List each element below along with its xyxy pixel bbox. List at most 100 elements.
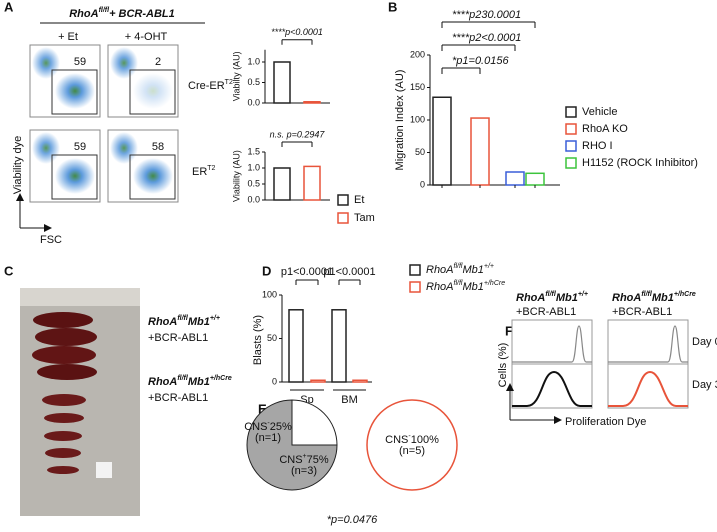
genotype-part: RhoA <box>612 292 641 304</box>
legend-swatch <box>565 123 577 135</box>
slice-label-part: CNS <box>279 454 302 466</box>
y-tick-label: 1.0 <box>247 162 260 172</box>
condition-label: + Et <box>58 31 78 43</box>
y-tick-label: 0.5 <box>247 178 260 188</box>
genotype-part: Mb1 <box>556 292 578 304</box>
slice-label-part: 75% <box>307 454 329 466</box>
flow-cloud <box>133 73 173 109</box>
genotype-rest: +BCR-ABL1 <box>148 392 208 404</box>
axis-label: Blasts (%) <box>252 315 264 365</box>
slice-label: CNS-25% <box>244 420 292 433</box>
gate <box>51 69 98 115</box>
genotype: RhoAfl/flMb1+/hCre <box>612 291 696 304</box>
flow-cloud <box>55 73 95 109</box>
spleen-photo <box>20 288 140 516</box>
panel-label: B <box>388 0 397 14</box>
genotype-part: Mb1 <box>652 292 674 304</box>
legend-label: H1152 (ROCK Inhibitor) <box>582 157 698 169</box>
row-label-part: T2 <box>207 165 215 172</box>
gate <box>51 154 98 200</box>
legend-label: RhoAfl/flMb1+/+ <box>426 263 494 276</box>
legend-label: Tam <box>354 212 375 224</box>
histogram-day0 <box>608 325 688 363</box>
legend-swatch <box>409 264 421 276</box>
header-part: + BCR-ABL1 <box>109 8 175 20</box>
legend-swatch <box>337 212 349 224</box>
row-label-part: ER <box>192 166 207 178</box>
gate-percent: 59 <box>74 141 86 153</box>
y-tick-label: 0.0 <box>247 97 260 107</box>
slice-label-part: - <box>408 433 411 440</box>
gate-percent: 2 <box>155 56 161 68</box>
y-tick-label: 0.5 <box>247 77 260 87</box>
y-tick-label: 100 <box>262 289 277 299</box>
genotype-part: fl/fl <box>545 291 557 298</box>
axis-label: Proliferation Dye <box>565 416 646 428</box>
legend-label-part: Mb1 <box>462 281 483 293</box>
condition-label: + 4-OHT <box>125 31 168 43</box>
pie-slice <box>366 399 458 491</box>
genotype-rest: +BCR-ABL1 <box>148 332 208 344</box>
legend-swatch <box>409 281 421 293</box>
panel-label: D <box>262 263 271 278</box>
stat-label: p1<0.0001 <box>281 266 333 278</box>
axis-label: FSC <box>40 234 62 246</box>
bar <box>288 309 304 383</box>
slice-label: CNS-100% <box>385 433 439 446</box>
legend-label: RHO I <box>582 140 613 152</box>
genotype: RhoAfl/flMb1+/hCre <box>148 375 232 388</box>
genotype: RhoAfl/flMb1+/+ <box>516 291 588 304</box>
genotype-rest: +BCR-ABL1 <box>612 306 672 318</box>
histogram-day3 <box>608 370 688 407</box>
genotype-part: +/hCre <box>210 375 232 382</box>
legend-label: Et <box>354 194 364 206</box>
y-tick-label: 0.0 <box>247 194 260 204</box>
pie-slice <box>291 399 338 446</box>
genotype-part: fl/fl <box>641 291 653 298</box>
stat-label: ****p2<0.0001 <box>452 32 521 44</box>
genotype-part: +/+ <box>578 291 588 298</box>
bar <box>273 61 291 104</box>
legend-label-part: +/+ <box>484 263 494 270</box>
histogram-day3 <box>512 370 592 407</box>
pie-slice <box>246 399 338 491</box>
y-tick-label: 200 <box>410 49 425 59</box>
slice-count: (n=3) <box>291 465 317 477</box>
row-label: ERT2 <box>192 165 216 178</box>
genotype-part: fl/fl <box>177 315 189 322</box>
legend-label: Vehicle <box>582 106 617 118</box>
legend-label-part: Mb1 <box>462 264 483 276</box>
genotype-part: RhoA <box>148 316 177 328</box>
day-label: Day 3 <box>692 379 717 391</box>
legend-label: RhoA KO <box>582 123 628 135</box>
stat-label: *p=0.0476 <box>327 514 378 526</box>
stat-label: p1<0.0001 <box>323 266 375 278</box>
slice-label-part: 25% <box>270 421 292 433</box>
legend-label-part: fl/fl <box>454 280 463 287</box>
axis-label: Viability dye <box>12 136 24 195</box>
bar <box>273 167 291 201</box>
genotype-part: RhoA <box>148 376 177 388</box>
stat-label: n.s. p=0.2947 <box>270 129 326 139</box>
slice-label-part: + <box>303 453 307 460</box>
legend-label-part: RhoA <box>426 264 454 276</box>
y-tick-label: 1.5 <box>247 146 260 156</box>
legend-swatch <box>565 140 577 152</box>
y-tick-label: 100 <box>410 114 425 124</box>
stat-label: ****p230.0001 <box>452 9 521 21</box>
y-tick-label: 0 <box>420 179 425 189</box>
panel-label: C <box>4 263 14 278</box>
y-tick-label: 50 <box>267 333 277 343</box>
bar <box>525 172 545 186</box>
slice-label: CNS+75% <box>279 453 329 466</box>
bar <box>352 379 368 383</box>
flow-cloud <box>32 132 60 164</box>
flow-cloud <box>55 158 95 194</box>
bar <box>310 379 326 383</box>
histogram-day0 <box>512 325 592 363</box>
panel-label: F <box>505 323 513 338</box>
legend-label-part: RhoA <box>426 281 454 293</box>
panel-label: E <box>258 401 267 416</box>
gate <box>129 69 176 115</box>
row-label: Cre-ERT2 <box>188 79 233 92</box>
